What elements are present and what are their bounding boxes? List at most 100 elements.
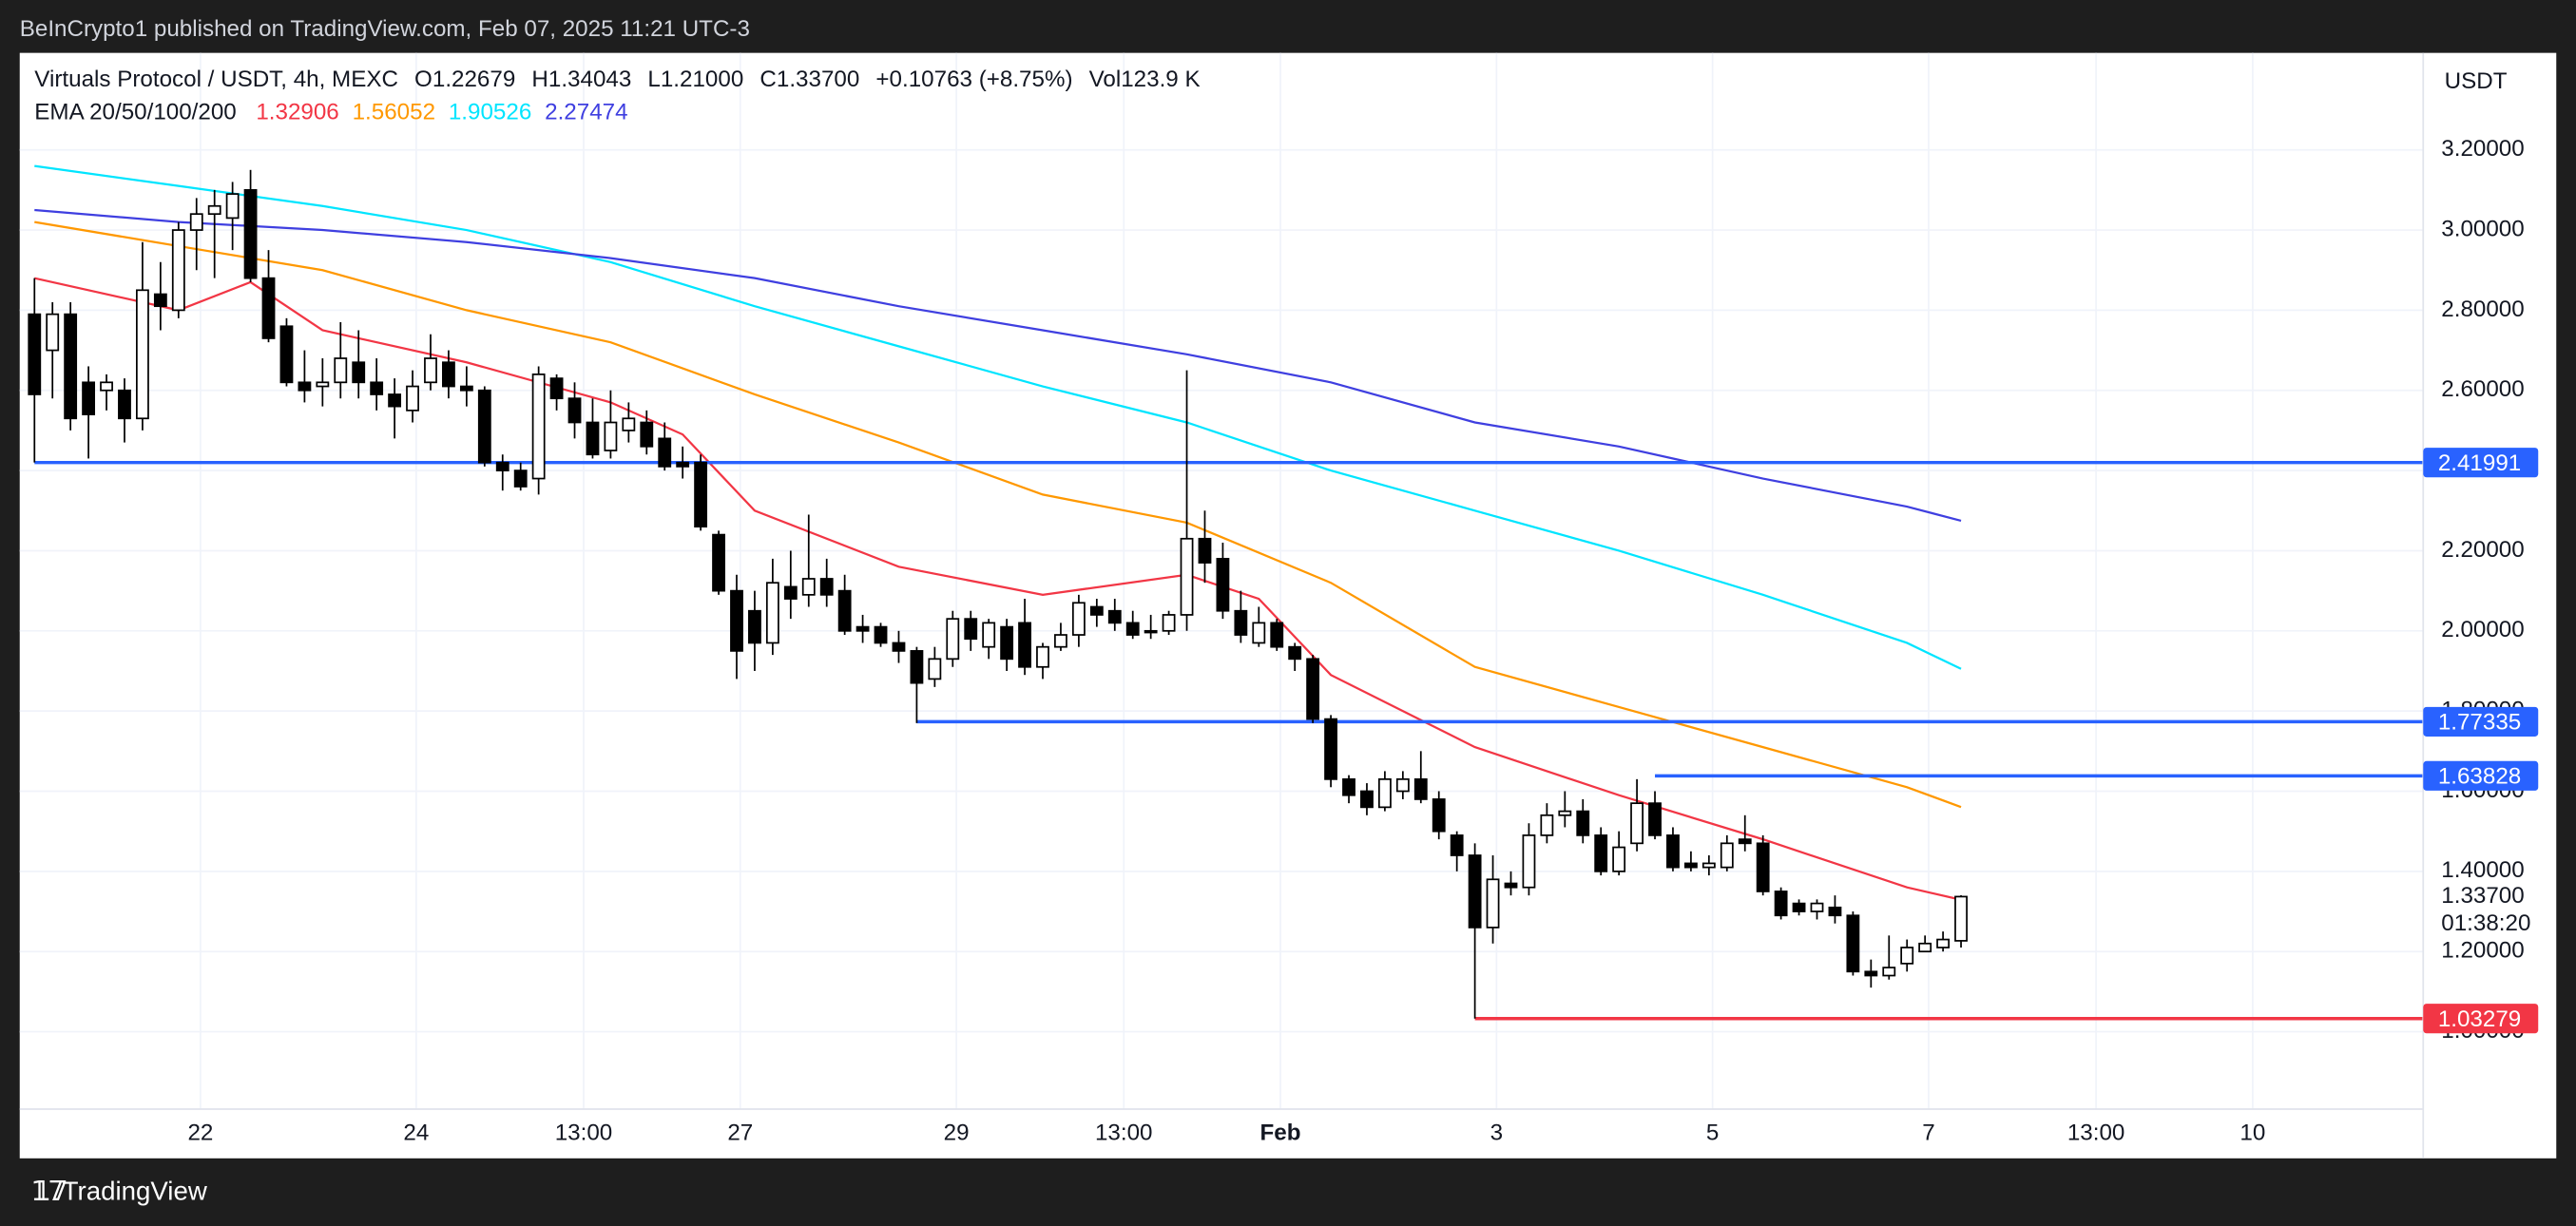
last-price-box (2424, 880, 2540, 940)
x-tick-label: 10 (2240, 1120, 2265, 1145)
candle-body (892, 642, 906, 652)
candle-body (874, 625, 888, 644)
x-tick-label: 3 (1490, 1120, 1503, 1145)
candle-body (1558, 810, 1572, 816)
candle-body (388, 393, 402, 408)
candle-body (1648, 802, 1662, 836)
ohlc-low: L1.21000 (647, 67, 743, 92)
x-tick-label: 7 (1922, 1120, 1934, 1145)
candle-body (243, 189, 258, 279)
candle-body (1774, 891, 1788, 917)
level-price-label: 1.63828 (2438, 763, 2521, 789)
candle-body (118, 389, 131, 420)
candle-body (586, 421, 600, 456)
x-tick-label: 5 (1706, 1120, 1719, 1145)
candle-body (207, 204, 221, 216)
ohlc-change: +0.10763 (+8.75%) (875, 67, 1072, 92)
level-price-label: 1.03279 (2438, 1006, 2521, 1032)
candle-body (171, 229, 185, 312)
ohlc-open: O1.22679 (414, 67, 515, 92)
currency-button[interactable]: USDT (2445, 68, 2508, 94)
candle-body (1810, 902, 1824, 912)
candle-body (1756, 842, 1770, 892)
candle-body (64, 313, 78, 420)
candle-body (298, 381, 312, 392)
candle-body (1071, 602, 1086, 636)
candle-body (225, 193, 240, 220)
level-price-label: 2.41991 (2438, 450, 2521, 476)
candle-body (1936, 938, 1951, 948)
candle-body (765, 582, 779, 644)
candle-body (1612, 846, 1626, 872)
candle-body (28, 313, 42, 395)
symbol: Virtuals Protocol / USDT, 4h, MEXC (34, 67, 398, 92)
candle-body (370, 381, 384, 395)
indicator-value: 2.27474 (545, 100, 627, 125)
candle-body (1666, 834, 1680, 869)
footer-logo-mark: 𝟙𝟟 (33, 1176, 67, 1205)
candle-body (1216, 558, 1230, 612)
indicator-value: 1.90526 (449, 100, 531, 125)
candle-body (567, 397, 582, 424)
candle-body (189, 213, 203, 231)
candle-body (1252, 622, 1266, 644)
candle-body (531, 374, 546, 480)
candle-body (1918, 942, 1932, 953)
level-price-box (2423, 1004, 2539, 1034)
candle-body (1486, 878, 1500, 929)
candle-body (442, 361, 455, 388)
candle-body (424, 357, 437, 384)
level-price-box (2423, 706, 2539, 737)
candle-body (153, 293, 167, 308)
candle-body (712, 533, 725, 592)
candle-body (82, 381, 96, 415)
candle-body (1377, 777, 1392, 809)
candle-body (1864, 970, 1878, 977)
candle-body (1683, 862, 1698, 869)
candle-body (1738, 838, 1752, 845)
candle-body (855, 625, 870, 632)
candle-body (783, 585, 798, 600)
plot-area (19, 52, 2424, 1109)
y-tick-label: 3.20000 (2441, 136, 2524, 162)
candle-body (1036, 645, 1049, 668)
symbol-legend: Virtuals Protocol / USDT, 4h, MEXC O1.22… (34, 67, 1200, 92)
candle-body (1288, 645, 1302, 661)
candle-body (1000, 625, 1014, 661)
candle-body (1468, 854, 1482, 929)
candle-body (730, 589, 743, 652)
candle-body (1900, 947, 1914, 965)
candle-body (1720, 842, 1734, 869)
indicator-value: 1.56052 (353, 100, 435, 125)
candle-body (694, 461, 708, 528)
y-tick-label: 2.20000 (2441, 537, 2524, 563)
candle-body (1576, 810, 1590, 836)
x-tick-label: 22 (187, 1120, 213, 1145)
candle-body (334, 357, 348, 384)
attribution: BeInCrypto1 published on TradingView.com… (20, 16, 750, 42)
x-tick-label: 13:00 (555, 1120, 613, 1145)
candle-body (1395, 777, 1410, 793)
candle-body (982, 622, 996, 648)
indicator-name: EMA 20/50/100/200 (34, 100, 236, 125)
candle-body (1594, 834, 1608, 872)
candle-body (622, 417, 636, 431)
level-price-label: 1.77335 (2438, 710, 2521, 736)
last-price-label: 1.33700 (2441, 883, 2524, 909)
candle-body (1107, 609, 1122, 624)
x-tick-label: 29 (944, 1120, 970, 1145)
candle-body (1504, 882, 1518, 889)
ohlc-volume: Vol123.9 K (1089, 67, 1201, 92)
candle-body (1162, 614, 1176, 632)
x-tick-label: 24 (403, 1120, 429, 1145)
candle-body (910, 650, 924, 684)
candle-body (46, 313, 60, 352)
x-tick-label: 13:00 (1095, 1120, 1153, 1145)
candle-body (1954, 895, 1968, 942)
candle-body (1828, 906, 1842, 917)
candle-body (477, 389, 491, 464)
ohlc-close: C1.33700 (759, 67, 859, 92)
candle-body (801, 578, 816, 596)
candle-body (1522, 834, 1536, 889)
